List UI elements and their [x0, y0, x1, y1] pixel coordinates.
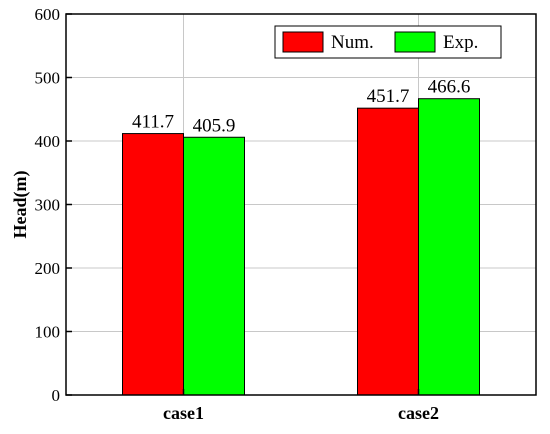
legend-swatch-num: [282, 31, 324, 53]
y-tick-label: 300: [35, 196, 61, 215]
data-labels: 411.7 451.7 405.9 466.6: [132, 77, 470, 137]
bars: [122, 98, 480, 396]
y-tick-label: 100: [35, 323, 61, 342]
x-category-label: case2: [398, 403, 439, 423]
legend-label-exp: Exp.: [443, 32, 478, 53]
data-label: 405.9: [193, 115, 236, 136]
bar-exp-case1: [183, 136, 245, 396]
axes: 0 100 200 300 400 500 600 case1 case2: [35, 5, 439, 423]
data-label: 466.6: [428, 77, 471, 98]
y-tick-label: 500: [35, 69, 61, 88]
data-label: 411.7: [132, 112, 174, 133]
bar-num-case2: [357, 107, 419, 396]
x-category-label: case1: [163, 403, 204, 423]
bar-num-case1: [122, 133, 184, 396]
legend-label-num: Num.: [331, 32, 374, 53]
y-axis-label: Head(m): [10, 171, 31, 239]
data-label: 451.7: [367, 86, 410, 107]
y-tick-label: 400: [35, 132, 61, 151]
y-tick-label: 0: [52, 386, 61, 405]
bar-exp-case2: [418, 98, 480, 396]
legend-swatch-exp: [394, 31, 436, 53]
y-tick-label: 600: [35, 5, 61, 24]
y-tick-label: 200: [35, 259, 61, 278]
legend: Num. Exp.: [274, 25, 502, 59]
